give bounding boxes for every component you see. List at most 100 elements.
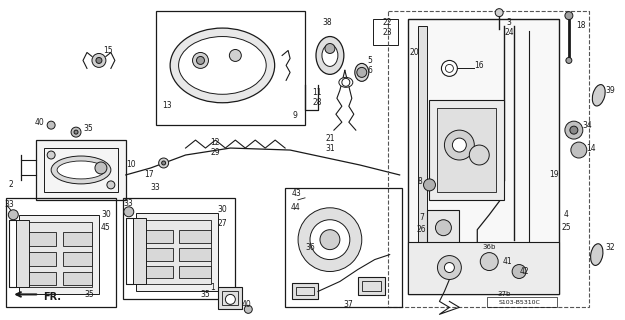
Bar [179,230,211,243]
Circle shape [342,78,350,86]
Circle shape [436,220,451,236]
Text: 7: 7 [419,213,424,222]
Text: 34: 34 [582,121,592,130]
Text: 36: 36 [305,243,315,252]
Text: 19: 19 [549,171,559,180]
Circle shape [357,68,367,77]
Text: 3: 3 [507,18,512,27]
Text: 24: 24 [504,28,514,37]
Circle shape [446,64,453,72]
Bar [357,277,384,295]
Text: 10: 10 [126,160,136,170]
Bar [123,198,236,300]
Bar [179,248,211,260]
Text: 35: 35 [201,290,211,299]
Text: 16: 16 [474,61,484,70]
Circle shape [92,53,106,68]
Ellipse shape [339,77,353,87]
Text: 11: 11 [312,88,322,97]
Text: 33: 33 [4,200,14,209]
Text: 33: 33 [123,199,132,208]
Bar [36,140,126,200]
Text: 6: 6 [368,66,372,75]
Bar [408,242,559,294]
Circle shape [565,12,573,20]
Circle shape [95,162,107,174]
Bar [428,210,459,250]
Bar [292,284,318,300]
Text: 18: 18 [576,21,586,30]
Circle shape [96,58,102,63]
Text: 37b: 37b [498,292,511,297]
Circle shape [298,208,362,271]
Bar [136,213,218,292]
Text: 42: 42 [519,267,529,276]
Text: 44: 44 [290,203,300,212]
Text: 21: 21 [325,133,334,143]
Text: 12: 12 [211,138,220,147]
Ellipse shape [322,44,338,67]
Ellipse shape [592,84,605,106]
Text: 35: 35 [83,124,93,132]
Circle shape [438,256,461,279]
Bar [418,26,428,289]
Circle shape [444,130,474,160]
Text: 9: 9 [292,111,297,120]
Ellipse shape [591,244,603,265]
Text: 41: 41 [503,257,512,266]
Text: 8: 8 [417,177,422,187]
Text: 40: 40 [241,300,251,309]
Text: 14: 14 [586,144,596,153]
Text: 32: 32 [606,243,616,252]
Bar [26,252,56,266]
Bar [6,198,116,307]
Bar [142,248,172,260]
Text: 29: 29 [211,148,220,156]
Text: 35: 35 [84,290,94,299]
Text: 17: 17 [144,171,154,180]
Circle shape [566,58,572,63]
Bar [19,215,99,294]
Bar [142,220,211,284]
Text: 30: 30 [101,210,111,219]
Circle shape [320,230,340,250]
Text: 30: 30 [217,205,227,214]
Text: 5: 5 [368,56,372,65]
Ellipse shape [57,161,105,179]
Ellipse shape [316,36,344,74]
Ellipse shape [179,36,266,94]
Bar [142,230,172,243]
Circle shape [124,207,134,217]
Text: 27: 27 [217,219,227,228]
Circle shape [8,210,18,220]
Text: S103-B5310C: S103-B5310C [498,300,540,305]
Text: 25: 25 [561,223,571,232]
Ellipse shape [51,156,111,184]
Text: 2: 2 [9,180,14,189]
Circle shape [452,138,466,152]
Text: 40: 40 [34,118,44,127]
Bar [26,232,56,246]
Circle shape [162,161,166,165]
Ellipse shape [170,28,274,103]
Text: 23: 23 [383,28,392,37]
Text: 28: 28 [312,98,322,107]
Text: 1: 1 [210,283,215,292]
Circle shape [229,50,241,61]
Circle shape [480,252,498,270]
Circle shape [159,158,169,168]
Bar [388,11,589,307]
Text: 13: 13 [162,101,171,110]
Text: 45: 45 [101,223,111,232]
Bar [44,148,118,192]
Bar [142,266,172,278]
Circle shape [444,262,454,273]
Bar [179,266,211,278]
Bar [222,292,238,305]
Bar [16,220,29,287]
Text: 43: 43 [291,189,301,198]
Text: 31: 31 [325,144,335,153]
Text: 39: 39 [606,86,616,95]
Ellipse shape [355,63,369,81]
Circle shape [495,9,503,17]
